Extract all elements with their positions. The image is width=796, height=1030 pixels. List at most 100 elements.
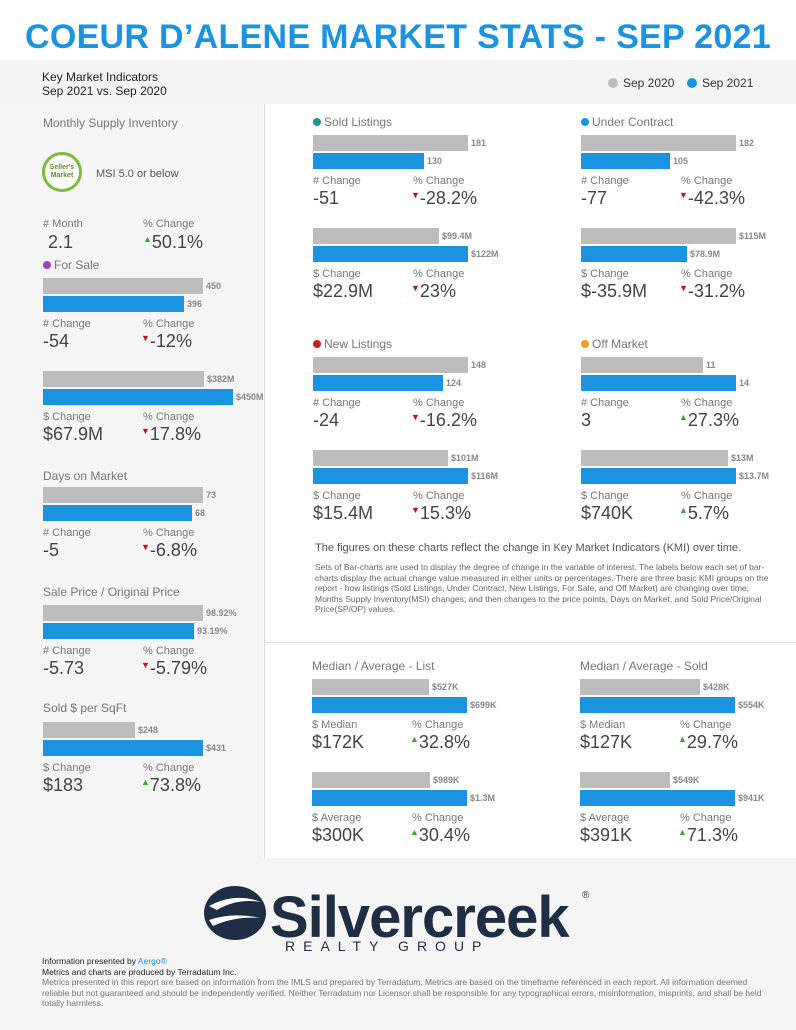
uc_count-bar-label-curr: 105: [673, 156, 689, 166]
down-arrow-icon: ▼: [141, 542, 150, 552]
off_dollar-bar-prev: [581, 450, 728, 466]
off_count-c2-text: 27.3%: [687, 410, 739, 430]
dom-c1-label: # Change: [43, 527, 91, 539]
off_count-bar-curr: [581, 375, 736, 391]
off_count-c2-value: ▲27.3%: [679, 410, 739, 431]
sold_dollar-bar-prev: [313, 228, 439, 244]
list_average-c2-text: 30.4%: [418, 825, 470, 845]
sold_median-bar-label-prev: $428K: [703, 682, 730, 692]
sold_count-c1-label: # Change: [313, 175, 361, 187]
list_average-c2-label: % Change: [412, 812, 464, 824]
msi-c1-label: # Month: [43, 218, 83, 230]
new_count-section-label: New Listings: [324, 337, 393, 351]
off_dollar-c2-value: ▲5.7%: [679, 503, 729, 524]
sold_median-section-title: Median / Average - Sold: [580, 659, 708, 673]
new_dollar-bar-label-prev: $101M: [451, 453, 479, 463]
sold_sqft-c2-label: % Change: [143, 762, 195, 774]
uc_dollar-bar-prev: [581, 228, 736, 244]
list_average-c1-value: $300K: [312, 825, 365, 845]
off_count-c1-label: # Change: [581, 397, 629, 409]
up-arrow-icon: ▲: [679, 505, 688, 515]
logo-registered-mark: ®: [582, 890, 590, 901]
footer-disclaimer: Metrics presented in this report are bas…: [42, 977, 762, 1008]
dom-section-title: Days on Market: [43, 469, 127, 483]
sold_sqft-section-title: Sold $ per SqFt: [43, 701, 126, 715]
list_median-section-label: Median / Average - List: [312, 659, 435, 673]
off_dollar-c2-text: 5.7%: [687, 503, 729, 523]
list_median-c2-text: 32.8%: [418, 732, 470, 752]
legend-curr-label: Sep 2021: [702, 76, 754, 90]
off_count-section-dot-icon: [581, 340, 589, 348]
sold_median-c2-text: 29.7%: [686, 732, 738, 752]
new_count-c1-value: -24: [313, 410, 340, 430]
sp_op-bar-label-curr: 93.19%: [197, 626, 228, 636]
divider-vertical: [264, 104, 265, 858]
off_dollar-c1-value: $740K: [581, 503, 634, 523]
uc_count-section-label: Under Contract: [592, 115, 674, 129]
new_dollar-c1-label: $ Change: [313, 490, 361, 502]
legend-curr-swatch: [687, 78, 697, 88]
sold_count-c2-label: % Change: [413, 175, 465, 187]
uc_dollar-c1-value: $-35.9M: [581, 281, 648, 301]
logo-subtitle: REALTY GROUP: [285, 938, 490, 954]
off_count-bar-prev: [581, 357, 703, 373]
new_count-c2-value: ▼-16.2%: [411, 410, 477, 431]
sold_dollar-c1-value: $22.9M: [313, 281, 374, 301]
for_sale_count-bar-curr: [43, 296, 184, 312]
new_count-bar-label-curr: 124: [446, 378, 462, 388]
sold_sqft-section-label: Sold $ per SqFt: [43, 701, 127, 715]
msi-c2-value: ▲50.1%: [143, 232, 203, 253]
down-arrow-icon: ▼: [679, 283, 688, 293]
uc_count-section-title: Under Contract: [581, 115, 673, 129]
msi-c2-label: % Change: [143, 218, 195, 230]
new_dollar-bar-prev: [313, 450, 448, 466]
uc_count-c2-value: ▼-42.3%: [679, 188, 745, 209]
list_median-bar-curr: [312, 697, 467, 713]
new_dollar-c2-value: ▼15.3%: [411, 503, 471, 524]
sold_dollar-bar-label-prev: $99.4M: [442, 231, 473, 241]
new_dollar-bar-curr: [313, 468, 468, 484]
for_sale_dollar-bar-curr: [43, 389, 233, 405]
for_sale_count-section-title: For Sale: [43, 258, 99, 272]
sold_count-c2-value: ▼-28.2%: [411, 188, 477, 209]
kmi-subtitle: Key Market Indicators Sep 2021 vs. Sep 2…: [42, 70, 167, 98]
down-arrow-icon: ▼: [141, 660, 150, 670]
sold_average-c2-value: ▲71.3%: [678, 825, 738, 846]
kmi-line1: Key Market Indicators: [42, 70, 159, 84]
up-arrow-icon: ▲: [410, 827, 419, 837]
new_dollar-c2-text: 15.3%: [419, 503, 471, 523]
uc_count-section-dot-icon: [581, 118, 589, 126]
sp_op-bar-prev: [43, 605, 203, 621]
uc_dollar-c2-value: ▼-31.2%: [679, 281, 745, 302]
sold_median-c1-value: $127K: [580, 732, 633, 752]
uc_dollar-bar-label-curr: $78.9M: [690, 249, 721, 259]
badge-line2: Market: [50, 172, 74, 179]
for_sale_count-bar-label-prev: 450: [206, 281, 222, 291]
down-arrow-icon: ▼: [141, 426, 150, 436]
aergo-link[interactable]: Aergo®: [137, 956, 167, 966]
uc_dollar-c2-text: -31.2%: [687, 281, 745, 301]
for_sale_dollar-bar-label-curr: $450M: [236, 392, 264, 402]
dom-bar-label-prev: 73: [206, 490, 217, 500]
new_dollar-c2-label: % Change: [413, 490, 465, 502]
divider-horizontal: [265, 642, 796, 643]
uc_count-c1-value: -77: [581, 188, 608, 208]
for_sale_dollar-c1-label: $ Change: [43, 411, 91, 423]
sp_op-c2-text: -5.79%: [149, 658, 207, 678]
uc_count-c2-text: -42.3%: [687, 188, 745, 208]
off_dollar-c1-label: $ Change: [581, 490, 629, 502]
sold_dollar-c2-value: ▼23%: [411, 281, 456, 302]
dom-c2-text: -6.8%: [149, 540, 197, 560]
sp_op-c1-label: # Change: [43, 645, 91, 657]
list_median-bar-label-prev: $527K: [432, 682, 459, 692]
sold_average-bar-label-curr: $941K: [738, 793, 765, 803]
list_median-c2-value: ▲32.8%: [410, 732, 470, 753]
msi-badge-text: MSI 5.0 or below: [96, 168, 179, 180]
dom-c1-value: -5: [43, 540, 60, 560]
for_sale_dollar-c2-label: % Change: [143, 411, 195, 423]
sold_dollar-bar-label-curr: $122M: [471, 249, 499, 259]
list_average-bar-curr: [312, 790, 467, 806]
for_sale_count-c2-text: -12%: [149, 331, 192, 351]
for_sale_count-section-label: For Sale: [54, 258, 100, 272]
sold_count-bar-label-prev: 181: [471, 138, 487, 148]
